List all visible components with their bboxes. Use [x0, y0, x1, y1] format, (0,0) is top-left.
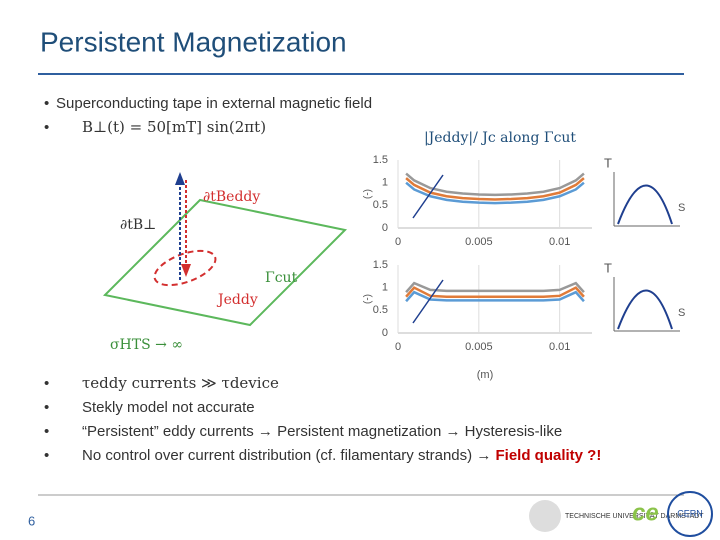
bullet-span: No control over current distribution (cf…: [82, 447, 495, 464]
charts: 0 0.005 0.01 0 0.5 1 1.5 (-) |Jeddy|/ Jc along Γ…: [363, 130, 686, 381]
bullet-text: B⊥(t) = 50[mT] sin(2πt): [82, 118, 266, 136]
y-tick-label: 0: [382, 327, 388, 339]
slide-title: Persistent Magnetization: [40, 26, 347, 57]
x-axis-label: (m): [477, 369, 494, 381]
tape: [102, 198, 348, 327]
x-tick-label: 0.005: [465, 341, 493, 353]
x-tick-label: 0: [395, 341, 401, 353]
x-tick-label: 0.01: [549, 341, 570, 353]
y-axis-label: (-): [363, 294, 374, 304]
chart-title: |Jeddy|/ Jc along Γcut: [424, 130, 576, 146]
series-line: [405, 172, 585, 197]
series-line: [405, 281, 585, 294]
bullet-text: τeddy currents ≫ τdevice: [82, 374, 279, 392]
y-tick-label: 0: [382, 222, 388, 234]
y-tick-label: 1: [382, 282, 388, 294]
inset-curve: [617, 289, 673, 330]
bullets: • Superconducting tape in external magne…: [44, 95, 601, 464]
y-tick-label: 0.5: [373, 199, 388, 211]
bullet-text: Superconducting tape in external magneti…: [56, 95, 372, 112]
diagram-label: Jeddy: [216, 292, 258, 308]
y-tick-label: 1: [382, 177, 388, 189]
y-axis-label: (-): [363, 189, 374, 199]
diagram-label: ∂tBeddy: [203, 189, 260, 205]
bullet-text: Stekly model not accurate: [82, 399, 255, 416]
series-line: [405, 286, 585, 298]
diagram-label: ∂tB⊥: [120, 217, 156, 233]
inset-curve: [617, 184, 673, 225]
logo-text: CERN: [677, 508, 703, 518]
trend-arrow: [412, 174, 444, 219]
series-line: [405, 181, 585, 205]
diagram-label: Γcut: [265, 270, 298, 286]
bullet: •: [44, 375, 49, 392]
inset-label: T: [604, 260, 612, 275]
x-tick-label: 0.01: [549, 236, 570, 248]
bullet: •: [44, 447, 49, 464]
logo-text: TECHNISCHE UNIVERSITÄT DARMSTADT: [565, 512, 704, 520]
bullet-text: “Persistent” eddy currents → Persistent …: [82, 423, 562, 440]
emphasis: Field quality ?!: [495, 447, 601, 464]
arrow-head: [175, 172, 185, 185]
arrow-head: [181, 264, 191, 277]
x-tick-label: 0.005: [465, 236, 493, 248]
bullet-text: No control over current distribution (cf…: [82, 447, 601, 464]
trend-arrow: [412, 279, 444, 324]
logo-head: [529, 500, 561, 532]
inset-label: S: [678, 202, 685, 214]
diagram-label: σHTS → ∞: [110, 337, 183, 353]
bullet: •: [44, 119, 49, 136]
bullet: •: [44, 399, 49, 416]
y-tick-label: 1.5: [373, 154, 388, 166]
bullet: •: [44, 423, 49, 440]
logo-text: ce: [632, 499, 659, 526]
inset-label: S: [678, 307, 685, 319]
x-tick-label: 0: [395, 236, 401, 248]
logo-ring: [667, 491, 713, 537]
y-tick-label: 1.5: [373, 259, 388, 271]
inset-label: T: [604, 155, 612, 170]
y-tick-label: 0.5: [373, 304, 388, 316]
page-number: 6: [28, 513, 35, 528]
diagram: ∂tBeddy ∂tB⊥ Γcut Jeddy σHTS → ∞: [102, 172, 348, 353]
bullet: •: [44, 95, 49, 112]
